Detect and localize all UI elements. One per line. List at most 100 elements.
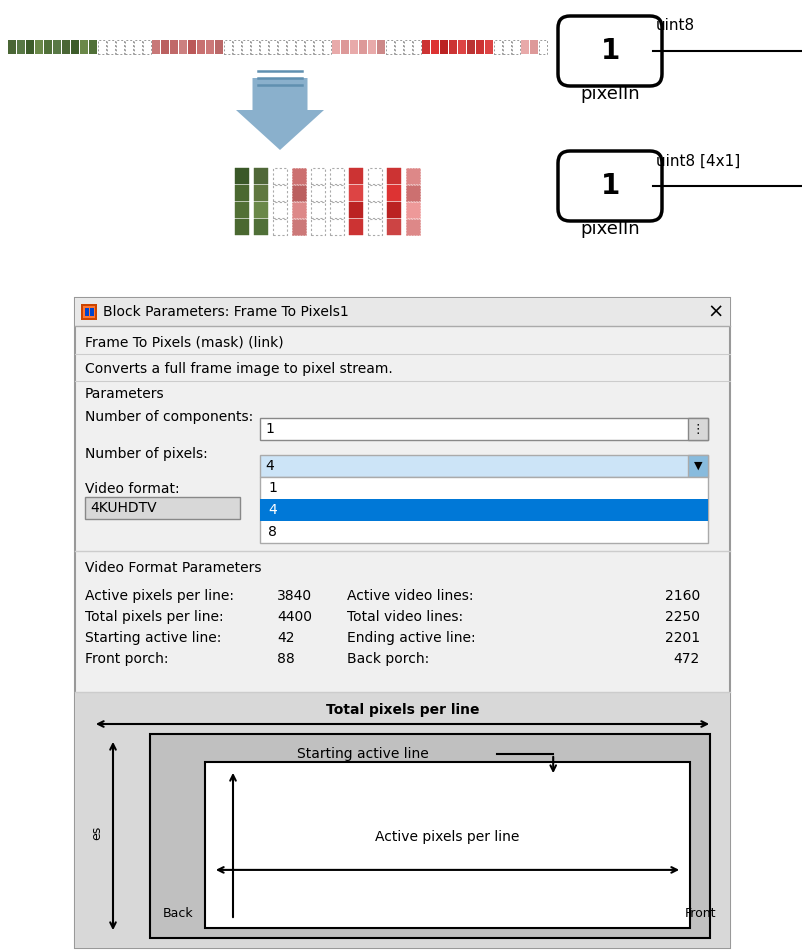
Bar bbox=[44, 40, 52, 54]
Bar bbox=[215, 40, 223, 54]
Text: Video format:: Video format: bbox=[85, 482, 180, 496]
Bar bbox=[287, 40, 295, 54]
Bar bbox=[35, 40, 43, 54]
Bar bbox=[85, 308, 89, 316]
Bar bbox=[197, 40, 205, 54]
Text: Number of components:: Number of components: bbox=[85, 410, 253, 424]
Bar bbox=[53, 40, 61, 54]
Bar bbox=[368, 202, 382, 217]
Text: Back: Back bbox=[163, 907, 193, 920]
Bar bbox=[292, 219, 306, 234]
Text: 1: 1 bbox=[601, 172, 620, 200]
Bar bbox=[330, 185, 344, 201]
Text: 472: 472 bbox=[674, 652, 700, 666]
Bar bbox=[292, 185, 306, 201]
Text: Starting active line:: Starting active line: bbox=[85, 631, 221, 645]
Bar bbox=[406, 202, 420, 217]
Bar bbox=[278, 40, 286, 54]
Bar bbox=[406, 168, 420, 184]
Bar bbox=[75, 298, 730, 948]
Bar bbox=[81, 304, 97, 320]
Text: 4: 4 bbox=[268, 503, 277, 517]
Bar bbox=[458, 40, 466, 54]
Bar bbox=[143, 40, 151, 54]
Bar bbox=[224, 40, 232, 54]
Bar bbox=[485, 40, 493, 54]
Bar bbox=[377, 40, 385, 54]
Bar bbox=[406, 219, 420, 234]
Text: 1: 1 bbox=[268, 481, 277, 495]
Bar bbox=[359, 40, 367, 54]
Bar bbox=[349, 168, 363, 184]
Text: Frame To Pixels (mask) (link): Frame To Pixels (mask) (link) bbox=[85, 336, 284, 350]
Bar bbox=[386, 40, 394, 54]
Bar bbox=[292, 202, 306, 217]
Bar bbox=[368, 168, 382, 184]
Bar bbox=[150, 734, 710, 938]
Bar bbox=[170, 40, 178, 54]
Text: Total pixels per line:: Total pixels per line: bbox=[85, 610, 224, 624]
Text: Block Parameters: Frame To Pixels1: Block Parameters: Frame To Pixels1 bbox=[103, 305, 349, 319]
Bar bbox=[260, 418, 708, 440]
Bar bbox=[260, 477, 708, 543]
Bar bbox=[688, 455, 708, 477]
Bar bbox=[273, 202, 287, 217]
Text: Number of pixels:: Number of pixels: bbox=[85, 447, 208, 461]
Text: Active video lines:: Active video lines: bbox=[347, 589, 473, 603]
Bar bbox=[206, 40, 214, 54]
Bar bbox=[125, 40, 133, 54]
Text: ⋮: ⋮ bbox=[692, 423, 704, 435]
Bar bbox=[467, 40, 475, 54]
Bar bbox=[235, 168, 249, 184]
Bar bbox=[311, 185, 325, 201]
Bar bbox=[330, 219, 344, 234]
Bar bbox=[26, 40, 34, 54]
Bar bbox=[503, 40, 511, 54]
Bar bbox=[273, 168, 287, 184]
Bar bbox=[235, 219, 249, 234]
Bar bbox=[521, 40, 529, 54]
Text: 1: 1 bbox=[601, 37, 620, 65]
Bar bbox=[323, 40, 331, 54]
FancyBboxPatch shape bbox=[558, 151, 662, 221]
Bar bbox=[273, 219, 287, 234]
Bar bbox=[440, 40, 448, 54]
Bar bbox=[83, 306, 95, 318]
Bar bbox=[254, 168, 268, 184]
Bar bbox=[260, 40, 268, 54]
Text: Front porch:: Front porch: bbox=[85, 652, 168, 666]
Bar bbox=[311, 219, 325, 234]
Bar bbox=[90, 308, 94, 316]
Text: es: es bbox=[91, 825, 103, 840]
Bar bbox=[260, 455, 708, 477]
Bar bbox=[254, 202, 268, 217]
Bar bbox=[89, 40, 97, 54]
Bar bbox=[260, 499, 708, 521]
Bar bbox=[311, 168, 325, 184]
Bar bbox=[330, 168, 344, 184]
Text: 2160: 2160 bbox=[665, 589, 700, 603]
Bar bbox=[251, 40, 259, 54]
Bar bbox=[476, 40, 484, 54]
Bar bbox=[332, 40, 340, 54]
Text: 2250: 2250 bbox=[665, 610, 700, 624]
Bar bbox=[62, 40, 70, 54]
Bar bbox=[387, 168, 401, 184]
Bar bbox=[134, 40, 142, 54]
Bar bbox=[512, 40, 520, 54]
Text: Starting active line: Starting active line bbox=[297, 747, 429, 761]
Text: Ending active line:: Ending active line: bbox=[347, 631, 476, 645]
Bar bbox=[152, 40, 160, 54]
Text: Back porch:: Back porch: bbox=[347, 652, 429, 666]
Bar bbox=[387, 185, 401, 201]
Text: Front: Front bbox=[684, 907, 715, 920]
Bar bbox=[387, 202, 401, 217]
Text: 1: 1 bbox=[265, 422, 273, 436]
Bar bbox=[404, 40, 412, 54]
Bar bbox=[494, 40, 502, 54]
Text: 4: 4 bbox=[265, 459, 273, 473]
Bar bbox=[422, 40, 430, 54]
Bar bbox=[311, 202, 325, 217]
Text: uint8: uint8 bbox=[656, 18, 695, 33]
Text: pixelIn: pixelIn bbox=[580, 85, 640, 103]
